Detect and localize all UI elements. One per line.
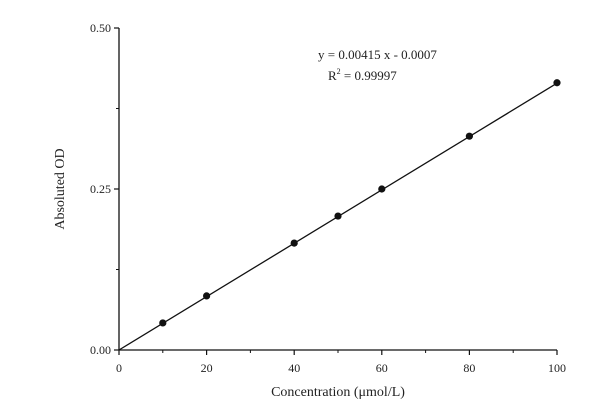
r2-label: R bbox=[328, 68, 337, 83]
y-axis-label: Absoluted OD bbox=[53, 148, 68, 229]
x-tick-label: 100 bbox=[548, 361, 566, 375]
data-point bbox=[159, 319, 167, 327]
r-squared: R2 = 0.99997 bbox=[328, 67, 397, 83]
x-tick-label: 60 bbox=[376, 361, 388, 375]
axes bbox=[118, 28, 557, 351]
fit-equation: y = 0.00415 x - 0.0007 bbox=[318, 47, 437, 62]
y-tick-label: 0.25 bbox=[90, 182, 111, 196]
data-point bbox=[203, 292, 211, 300]
x-tick-label: 20 bbox=[201, 361, 213, 375]
ticks: 0 20 40 60 80 100 0.00 0.25 0.50 bbox=[90, 21, 566, 375]
data-point bbox=[290, 239, 298, 247]
x-tick-label: 0 bbox=[116, 361, 122, 375]
x-tick-label: 40 bbox=[288, 361, 300, 375]
y-tick-label: 0.00 bbox=[90, 343, 111, 357]
x-tick-label: 80 bbox=[463, 361, 475, 375]
y-tick-label: 0.50 bbox=[90, 21, 111, 35]
r2-value: = 0.99997 bbox=[341, 68, 398, 83]
data-point bbox=[378, 185, 386, 193]
r2-sup: 2 bbox=[337, 67, 341, 76]
data-point bbox=[553, 79, 561, 87]
marks bbox=[118, 79, 561, 351]
x-axis-label: Concentration (μmol/L) bbox=[271, 385, 405, 400]
data-point bbox=[465, 132, 473, 140]
data-point bbox=[334, 212, 342, 220]
